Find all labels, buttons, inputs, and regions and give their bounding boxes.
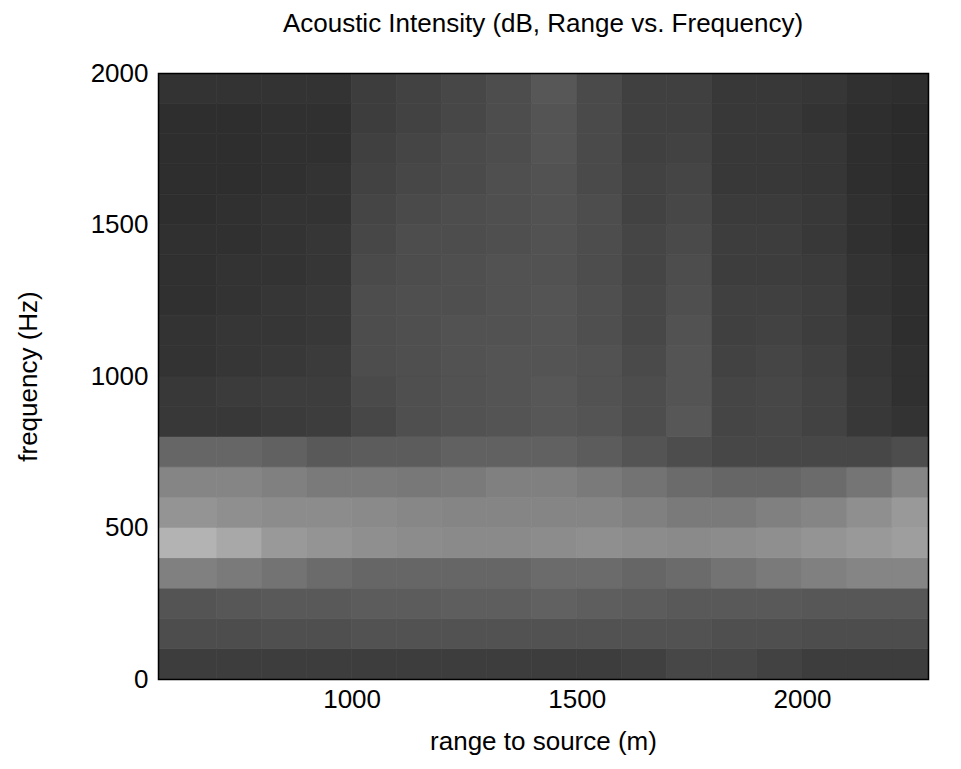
svg-text:2000: 2000 [91,58,149,88]
svg-text:1500: 1500 [548,684,606,714]
svg-text:frequency (Hz): frequency (Hz) [13,291,43,462]
svg-text:1000: 1000 [323,684,381,714]
svg-text:1000: 1000 [91,361,149,391]
html-text:Acoustic Intensity (dB, Range: Acoustic Intensity (dB, Range vs. Freque… [282,8,804,38]
svg-text:0: 0 [134,664,148,694]
svg-text:1500: 1500 [91,209,149,239]
svg-text:range to source (m): range to source (m) [430,726,657,756]
svg-text:2000: 2000 [773,684,831,714]
svg-text:500: 500 [105,512,148,542]
